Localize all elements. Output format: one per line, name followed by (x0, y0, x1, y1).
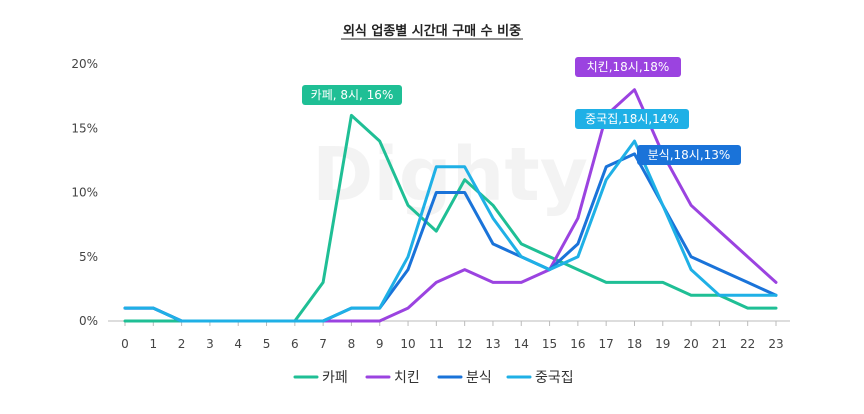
x-tick-label: 2 (178, 337, 186, 351)
callout-label: 중국집,18시,14% (585, 112, 679, 126)
legend-label: 치킨 (394, 370, 420, 386)
legend-label: 분식 (466, 370, 492, 386)
x-tick-label: 6 (291, 337, 299, 351)
callout: 분식,18시,13% (637, 145, 741, 165)
legend-item-치킨: 치킨 (365, 370, 420, 386)
y-tick-label: 5% (79, 250, 98, 264)
x-tick-label: 5 (263, 337, 271, 351)
legend-label: 중국집 (535, 370, 574, 386)
callout: 중국집,18시,14% (575, 109, 689, 129)
y-tick-label: 20% (71, 57, 98, 71)
x-tick-label: 4 (234, 337, 242, 351)
legend-item-분식: 분식 (437, 370, 492, 386)
x-tick-label: 7 (319, 337, 327, 351)
x-tick-label: 12 (457, 337, 472, 351)
x-tick-label: 9 (376, 337, 384, 351)
callout-box (575, 109, 689, 129)
chart-title: 외식 업종별 시간대 구매 수 비중 (343, 23, 521, 39)
y-tick-label: 10% (71, 186, 98, 200)
callout-box (302, 85, 402, 105)
callout-label: 치킨,18시,18% (587, 60, 670, 74)
legend-item-카페: 카페 (293, 370, 348, 386)
x-tick-label: 18 (627, 337, 642, 351)
x-tick-label: 13 (485, 337, 500, 351)
y-tick-label: 15% (71, 121, 98, 135)
x-tick-label: 3 (206, 337, 214, 351)
x-tick-label: 19 (655, 337, 670, 351)
x-tick-label: 17 (599, 337, 614, 351)
series-line-중국집 (123, 139, 778, 323)
x-tick-label: 0 (121, 337, 129, 351)
legend-label: 카페 (322, 370, 348, 386)
x-tick-label: 23 (768, 337, 783, 351)
x-tick-label: 8 (348, 337, 356, 351)
x-tick-label: 10 (400, 337, 415, 351)
callout-label: 카페, 8시, 16% (311, 88, 394, 102)
callout-box (637, 145, 741, 165)
legend: 카페 치킨 분식 중국집 (293, 370, 574, 386)
x-tick-label: 11 (429, 337, 444, 351)
callouts: 카페, 8시, 16% 치킨,18시,18% 중국집,18시,14% 분식,18시,1… (302, 57, 741, 165)
x-tick-label: 15 (542, 337, 557, 351)
y-axis: 0% 5% 10% 15% 20% (71, 57, 98, 328)
callout-label: 분식,18시,13% (648, 148, 731, 162)
callout: 카페, 8시, 16% (302, 85, 402, 105)
x-tick-label: 21 (712, 337, 727, 351)
y-tick-label: 0% (79, 314, 98, 328)
x-tick-label: 14 (514, 337, 529, 351)
callout: 치킨,18시,18% (575, 57, 681, 77)
x-tick-label: 22 (740, 337, 755, 351)
x-axis: 0 1 2 3 4 5 6 7 8 9 10 11 12 13 14 15 16 17 18 19 20 21 22 23 (108, 320, 790, 351)
callout-box (575, 57, 681, 77)
legend-item-중국집: 중국집 (506, 370, 574, 386)
x-tick-label: 1 (149, 337, 157, 351)
x-tick-label: 20 (683, 337, 698, 351)
x-tick-label: 16 (570, 337, 585, 351)
